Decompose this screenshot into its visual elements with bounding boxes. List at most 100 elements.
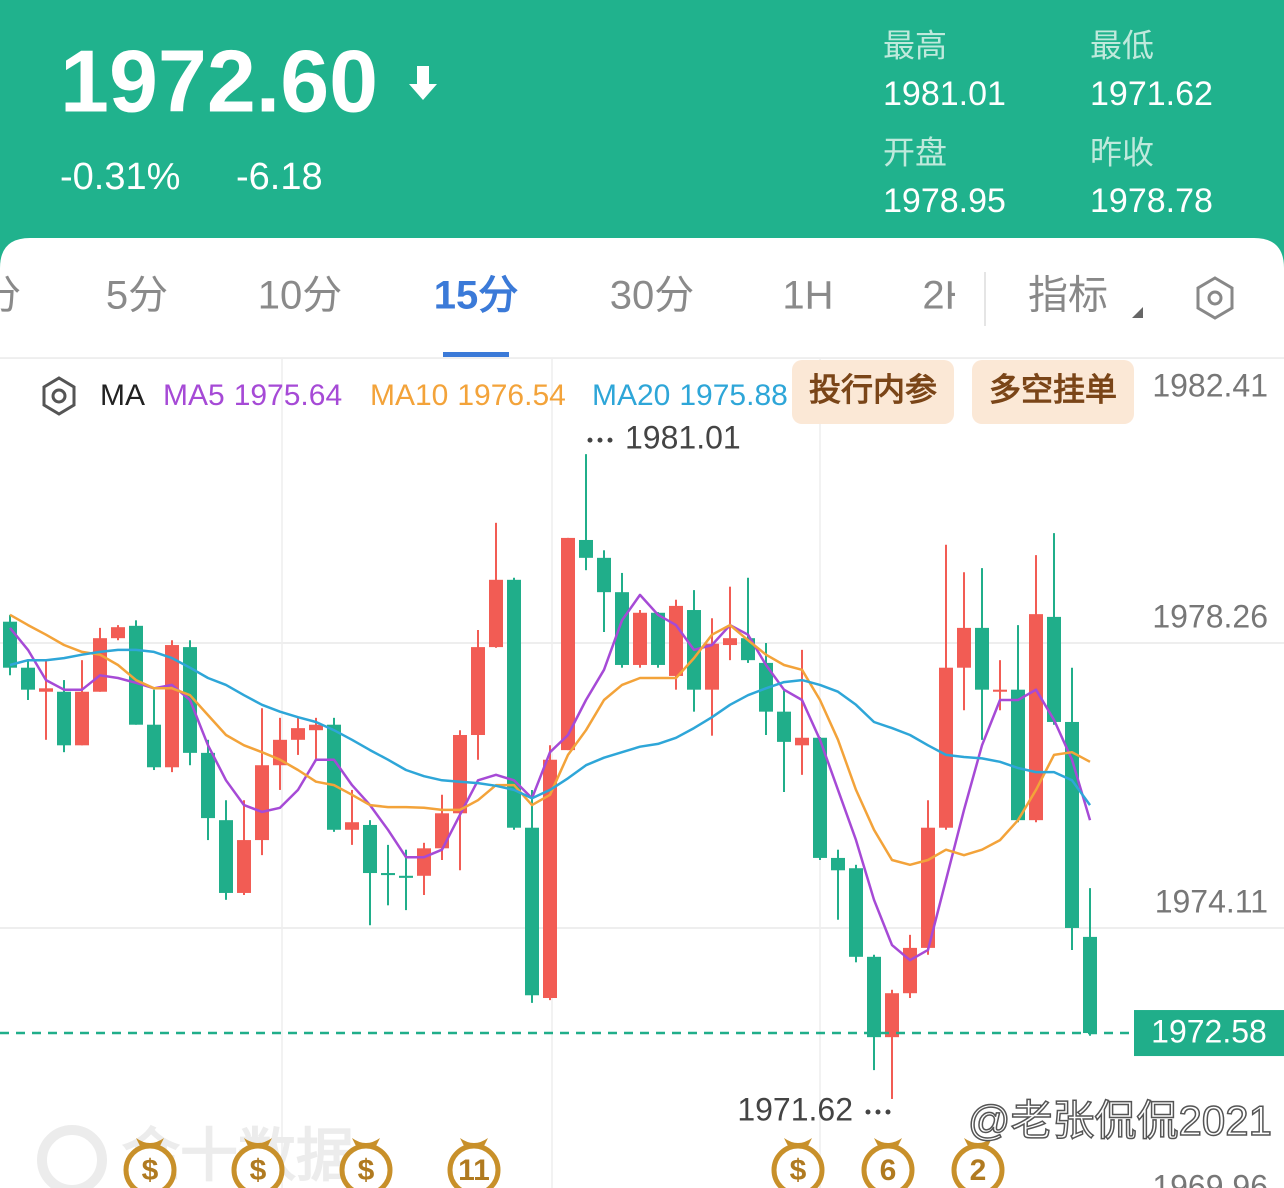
last-price-tag — [1134, 1010, 1284, 1057]
candle-body — [651, 612, 665, 665]
candle-body — [507, 579, 521, 828]
stat-label: 最高 — [883, 27, 947, 63]
tab[interactable]: 10分 — [258, 274, 343, 318]
event-label: 6 — [880, 1154, 897, 1187]
tab[interactable]: 1H — [782, 274, 833, 318]
candle-body — [309, 724, 323, 731]
candle-body — [417, 848, 431, 876]
ma-settings-icon[interactable] — [42, 376, 76, 416]
event-icon[interactable] — [861, 1143, 915, 1188]
candle-body — [993, 689, 1007, 692]
candle-body — [165, 645, 179, 768]
y-tick-label: 1969.96 — [1152, 1168, 1268, 1188]
y-tick-label: 1978.26 — [1152, 598, 1268, 634]
candle-body — [471, 647, 485, 736]
event-icon[interactable] — [123, 1143, 177, 1188]
candle-body — [219, 820, 233, 893]
indicator-caret — [1132, 307, 1143, 318]
ma-label: MA — [100, 379, 145, 412]
candle-body — [93, 638, 107, 692]
stat-label: 昨收 — [1090, 134, 1154, 170]
candle-body — [561, 537, 575, 751]
indicator-tab[interactable]: 指标 — [1028, 274, 1108, 318]
candle-body — [615, 592, 629, 665]
event-icon[interactable] — [951, 1143, 1005, 1188]
high-mark-label: 1981.01 — [625, 420, 741, 456]
stat-value: 1978.95 — [883, 182, 1006, 220]
high-dot — [597, 437, 603, 443]
settings-icon[interactable] — [1196, 276, 1234, 320]
ma-line — [9, 648, 1092, 806]
legend-value: 1975.88 — [679, 379, 787, 412]
event-label: $ — [358, 1154, 375, 1187]
event-icon[interactable] — [339, 1143, 393, 1188]
candle-body — [831, 857, 845, 871]
candle-body — [453, 735, 467, 814]
high-dot — [607, 437, 613, 443]
candle-body — [975, 627, 989, 690]
tab[interactable]: 30分 — [610, 274, 695, 318]
low-dot — [885, 1109, 891, 1115]
event-icon[interactable] — [447, 1143, 501, 1188]
y-tick-label: 1982.41 — [1152, 367, 1268, 403]
panel — [0, 238, 1284, 1188]
candle-body — [939, 667, 953, 828]
candle-body — [525, 827, 539, 996]
candle-body — [849, 868, 863, 957]
tab[interactable]: 15分 — [434, 274, 519, 318]
event-icon[interactable] — [771, 1143, 825, 1188]
candle-body — [435, 813, 449, 849]
legend-value: 1976.54 — [457, 379, 565, 412]
candle-body — [1029, 614, 1043, 821]
event-icon[interactable] — [231, 1143, 285, 1188]
tab[interactable]: 2H — [922, 274, 973, 318]
toolbar-button-label: 投行内参 — [809, 371, 937, 407]
toolbar-button-label: 多空挂单 — [989, 371, 1117, 407]
high-dot — [587, 437, 593, 443]
candle-body — [147, 724, 161, 768]
low-dot — [875, 1109, 881, 1115]
toolbar-button[interactable] — [792, 360, 954, 424]
candle-body — [381, 873, 395, 876]
candle-body — [237, 840, 251, 893]
price: 1972.60 — [60, 31, 378, 130]
toolbar-button[interactable] — [972, 360, 1134, 424]
legend-name: MA10 — [370, 379, 448, 412]
credit: @老张侃侃2021 — [968, 1097, 1272, 1144]
ma-line — [9, 593, 1092, 962]
legend-entry: MA5 1975.64 — [163, 379, 342, 412]
candle-body — [633, 612, 647, 665]
tab[interactable]: 1分 — [0, 274, 21, 318]
candle-body — [201, 752, 215, 819]
event-label: $ — [250, 1154, 267, 1187]
candle-body — [291, 728, 305, 740]
candle-body — [39, 688, 53, 692]
stat-value: 1981.01 — [883, 75, 1006, 113]
candle-body — [489, 579, 503, 648]
candle-body — [327, 724, 341, 830]
chart: 1982.411978.261974.111969.96金十数据1972.581… — [0, 358, 1284, 1188]
legend-entry: MA20 1975.88 — [592, 379, 788, 412]
tab[interactable]: 5分 — [106, 274, 168, 318]
candle-body — [669, 605, 683, 676]
event-label: $ — [790, 1154, 807, 1187]
candle-body — [705, 643, 719, 690]
candle-body — [111, 627, 125, 639]
change-pct: -0.31% — [60, 156, 180, 198]
ma-settings-dot — [51, 388, 67, 404]
candle-body — [345, 822, 359, 830]
candle-body — [399, 875, 413, 878]
candle-body — [597, 557, 611, 593]
legend-name: MA20 — [592, 379, 670, 412]
candle-body — [1047, 616, 1061, 722]
event-label: 2 — [970, 1154, 987, 1187]
y-tick-label: 1974.11 — [1155, 883, 1268, 919]
candle-body — [1011, 689, 1025, 821]
candle-body — [723, 638, 737, 646]
tab-bar: 1分 5分 10分 15分 30分 1H 2H — [0, 274, 973, 357]
stat-label: 最低 — [1090, 27, 1154, 63]
candle-body — [813, 737, 827, 858]
candle-body — [957, 627, 971, 668]
change: -6.18 — [236, 156, 323, 198]
